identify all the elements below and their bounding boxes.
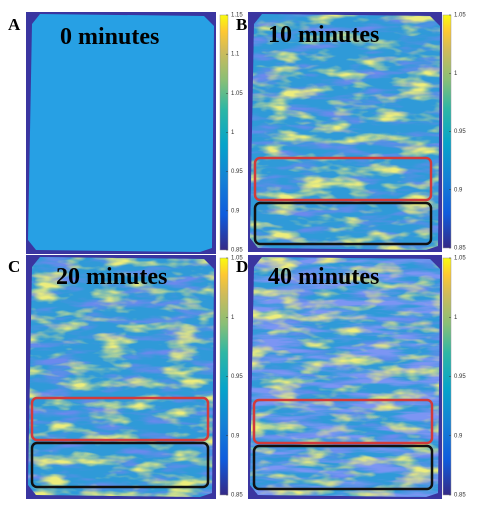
region-box: [30, 396, 210, 442]
colorbar-tick-label: 0.95: [454, 129, 466, 135]
region-box: [252, 444, 434, 491]
colorbar-tick-label: 0.85: [231, 248, 243, 254]
panel: B 10 minutes 0.85 0.9 0.95 1 1.05: [236, 12, 466, 252]
noise-yellow: [250, 257, 440, 497]
colorbar-tick-label: 1.05: [454, 13, 466, 19]
colorbar-tick-label: 1: [231, 130, 235, 136]
colorbar-tick-label: 1.05: [231, 256, 243, 262]
panel-letter: A: [8, 15, 21, 34]
heatmap-texture: [250, 257, 440, 497]
colorbar-tick-label: 1.05: [454, 256, 466, 262]
colorbar-tick-label: 0.9: [231, 208, 240, 214]
colorbar-tick-label: 1: [454, 315, 458, 321]
panel-title: 20 minutes: [56, 264, 167, 290]
colorbar-tick-label: 1: [231, 315, 235, 321]
colorbar-tick-label: 0.85: [231, 493, 243, 499]
region-box: [253, 201, 433, 246]
colorbar-tick-label: 0.9: [231, 433, 240, 439]
region-box: [252, 398, 434, 445]
panel-letter: B: [236, 15, 247, 34]
panel-letter: D: [236, 257, 248, 276]
colorbar-tick-label: 0.9: [454, 433, 463, 439]
colorbar-tick-label: 0.95: [231, 374, 243, 380]
region-box: [253, 156, 433, 202]
panel: A 0 minutes 0.85 0.9 0.95 1 1.05 1.1 1.15: [8, 12, 243, 254]
panel: C 20 minutes 0.85 0.9 0.95 1 1.05: [8, 255, 243, 499]
panel-letter: C: [8, 257, 20, 276]
colorbar-tick-label: 0.85: [454, 246, 466, 252]
panel-title: 10 minutes: [268, 22, 379, 48]
noise-yellow: [250, 14, 440, 250]
colorbar-tick-label: 1.1: [231, 52, 240, 58]
colorbar-tick-label: 0.85: [454, 493, 466, 499]
colorbar-tick-label: 0.9: [454, 187, 463, 193]
noise-yellow: [28, 257, 214, 497]
heatmap-texture: [250, 14, 440, 250]
heatmap-texture: [28, 257, 214, 497]
region-box: [30, 441, 210, 489]
colorbar-tick-label: 0.95: [454, 374, 466, 380]
colorbar-tick-label: 1.15: [231, 13, 243, 19]
heatmap: [28, 14, 214, 252]
colorbar-tick-label: 0.95: [231, 169, 243, 175]
panel: D 40 minutes 0.85 0.9 0.95 1 1.05: [236, 255, 466, 499]
panel-title: 40 minutes: [268, 264, 379, 290]
colorbar-tick-label: 1.05: [231, 91, 243, 97]
panel-title: 0 minutes: [60, 24, 159, 50]
colorbar-tick-label: 1: [454, 71, 458, 77]
